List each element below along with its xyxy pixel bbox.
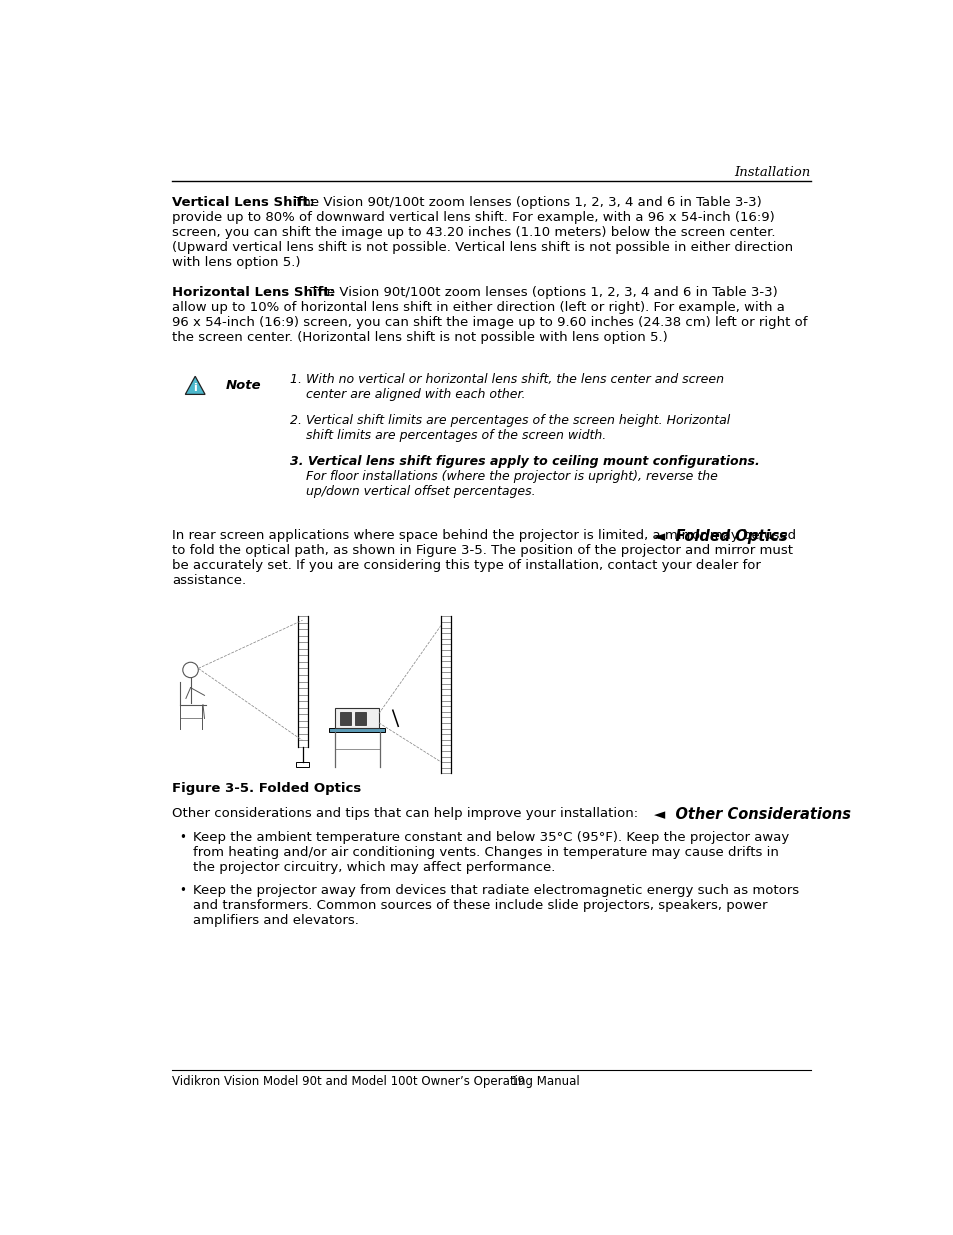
Text: Note: Note (226, 379, 261, 391)
Text: In rear screen applications where space behind the projector is limited, a mirro: In rear screen applications where space … (172, 530, 795, 542)
Bar (355, 713, 365, 725)
Bar (340, 713, 351, 725)
Text: Horizontal Lens Shift:: Horizontal Lens Shift: (172, 287, 335, 299)
Text: ◄  Folded Optics: ◄ Folded Optics (654, 530, 787, 545)
Polygon shape (185, 377, 205, 394)
Bar (335, 708, 378, 729)
Text: Keep the ambient temperature constant and below 35°C (95°F). Keep the projector : Keep the ambient temperature constant an… (193, 831, 788, 844)
Text: 3. Vertical lens shift figures apply to ceiling mount configurations.: 3. Vertical lens shift figures apply to … (290, 454, 759, 468)
Text: center are aligned with each other.: center are aligned with each other. (290, 389, 525, 401)
Text: from heating and/or air conditioning vents. Changes in temperature may cause dri: from heating and/or air conditioning ven… (193, 846, 778, 858)
Text: Other considerations and tips that can help improve your installation:: Other considerations and tips that can h… (172, 806, 638, 820)
Text: ◄  Other Considerations: ◄ Other Considerations (654, 806, 850, 821)
Text: i: i (193, 383, 197, 393)
Text: (Upward vertical lens shift is not possible. Vertical lens shift is not possible: (Upward vertical lens shift is not possi… (172, 241, 792, 254)
Text: 96 x 54-inch (16:9) screen, you can shift the image up to 9.60 inches (24.38 cm): 96 x 54-inch (16:9) screen, you can shif… (172, 316, 806, 330)
Text: assistance.: assistance. (172, 574, 246, 588)
Text: •: • (179, 883, 187, 897)
Text: The Vision 90t/100t zoom lenses (options 1, 2, 3, 4 and 6 in Table 3-3): The Vision 90t/100t zoom lenses (options… (290, 196, 760, 209)
Text: amplifiers and elevators.: amplifiers and elevators. (193, 914, 358, 926)
Text: allow up to 10% of horizontal lens shift in either direction (left or right). Fo: allow up to 10% of horizontal lens shift… (172, 301, 784, 315)
Text: the screen center. (Horizontal lens shift is not possible with lens option 5.): the screen center. (Horizontal lens shif… (172, 331, 667, 345)
Text: with lens option 5.): with lens option 5.) (172, 256, 300, 269)
Text: •: • (179, 831, 187, 844)
Text: For floor installations (where the projector is upright), reverse the: For floor installations (where the proje… (290, 471, 717, 483)
Text: the projector circuitry, which may affect performance.: the projector circuitry, which may affec… (193, 861, 555, 874)
Text: Vidikron Vision Model 90t and Model 100t Owner’s Operating Manual: Vidikron Vision Model 90t and Model 100t… (172, 1074, 579, 1088)
Text: and transformers. Common sources of these include slide projectors, speakers, po: and transformers. Common sources of thes… (193, 899, 766, 911)
Text: to fold the optical path, as shown in Figure 3-5. The position of the projector : to fold the optical path, as shown in Fi… (172, 545, 792, 557)
Text: Keep the projector away from devices that radiate electromagnetic energy such as: Keep the projector away from devices tha… (193, 883, 799, 897)
Text: be accurately set. If you are considering this type of installation, contact you: be accurately set. If you are considerin… (172, 559, 760, 572)
Bar (329, 729, 385, 732)
Text: 19: 19 (510, 1074, 525, 1088)
Text: 1. With no vertical or horizontal lens shift, the lens center and screen: 1. With no vertical or horizontal lens s… (290, 373, 723, 387)
Text: screen, you can shift the image up to 43.20 inches (1.10 meters) below the scree: screen, you can shift the image up to 43… (172, 226, 775, 238)
Text: shift limits are percentages of the screen width.: shift limits are percentages of the scre… (290, 430, 605, 442)
Bar (296, 762, 308, 767)
Text: Figure 3-5. Folded Optics: Figure 3-5. Folded Optics (172, 782, 361, 795)
Text: Vertical Lens Shift:: Vertical Lens Shift: (172, 196, 314, 209)
Text: provide up to 80% of downward vertical lens shift. For example, with a 96 x 54-i: provide up to 80% of downward vertical l… (172, 211, 774, 224)
Text: Installation: Installation (734, 165, 810, 179)
Text: The Vision 90t/100t zoom lenses (options 1, 2, 3, 4 and 6 in Table 3-3): The Vision 90t/100t zoom lenses (options… (306, 287, 777, 299)
Text: 2. Vertical shift limits are percentages of the screen height. Horizontal: 2. Vertical shift limits are percentages… (290, 414, 729, 427)
Text: up/down vertical offset percentages.: up/down vertical offset percentages. (290, 485, 535, 498)
